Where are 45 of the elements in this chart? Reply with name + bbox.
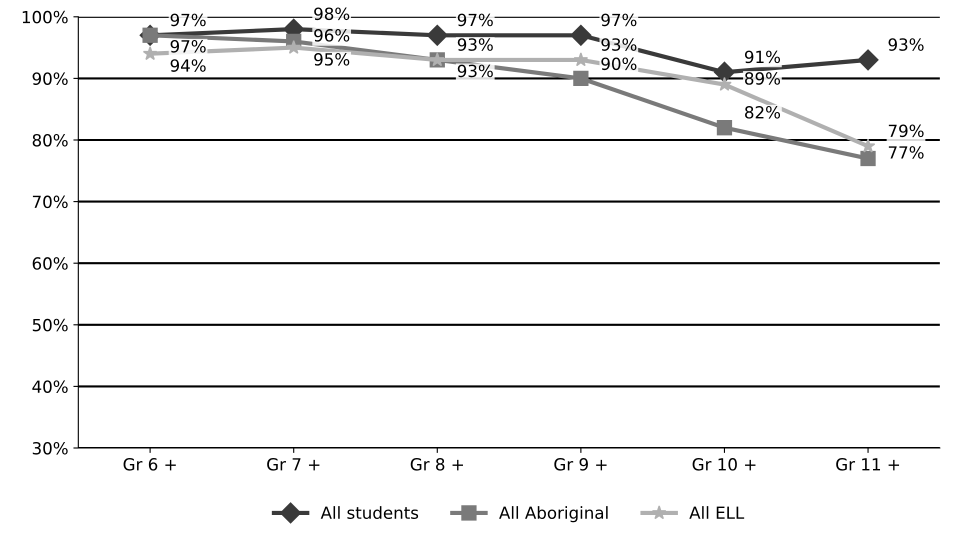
data-label: 82% xyxy=(745,106,780,119)
legend-label: All ELL xyxy=(689,506,744,519)
legend-label: All Aboriginal xyxy=(499,506,608,522)
x-tick-label: Gr 9 + xyxy=(554,458,607,471)
data-label: 95% xyxy=(314,53,350,66)
x-tick-label: Gr 11 + xyxy=(836,458,900,471)
data-label: 77% xyxy=(888,146,924,159)
y-tick-label: 100% xyxy=(22,10,68,24)
data-label: 89% xyxy=(745,72,780,85)
data-label: 97% xyxy=(170,14,206,26)
point xyxy=(714,62,735,83)
point xyxy=(573,70,589,86)
data-label: 79% xyxy=(888,124,924,138)
point xyxy=(570,24,592,46)
data-label: 97% xyxy=(458,14,493,26)
data-label: 97% xyxy=(601,14,636,26)
data-label: 93% xyxy=(888,38,924,51)
data-label: 97% xyxy=(170,40,206,53)
x-tick-label: Gr 8 + xyxy=(410,458,463,471)
legend-label: All students xyxy=(320,506,418,520)
data-label: 91% xyxy=(744,50,780,64)
data-label: 94% xyxy=(170,59,206,72)
point xyxy=(574,52,588,66)
x-tick-label: Gr 10 + xyxy=(692,458,756,471)
data-label: 96% xyxy=(314,29,350,42)
y-tick-label: 60% xyxy=(32,257,68,270)
y-tick-label: 90% xyxy=(32,72,68,85)
y-tick-label: 50% xyxy=(32,318,68,332)
data-label: 93% xyxy=(458,64,493,78)
y-tick-label: 70% xyxy=(32,196,68,208)
y-tick-label: 80% xyxy=(32,134,68,147)
data-label: 98% xyxy=(314,7,350,20)
point xyxy=(286,40,301,54)
point xyxy=(426,24,448,46)
point xyxy=(142,46,158,60)
data-label: 93% xyxy=(458,38,493,51)
y-tick-label: 30% xyxy=(32,442,68,455)
point xyxy=(716,120,732,136)
x-tick-label: Gr 7 + xyxy=(267,458,320,471)
x-tick-label: Gr 6 + xyxy=(124,458,176,471)
data-label: 93% xyxy=(601,38,636,51)
point xyxy=(860,150,876,166)
data-label: 90% xyxy=(601,57,636,70)
point xyxy=(858,49,879,70)
y-tick-label: 40% xyxy=(32,380,68,393)
